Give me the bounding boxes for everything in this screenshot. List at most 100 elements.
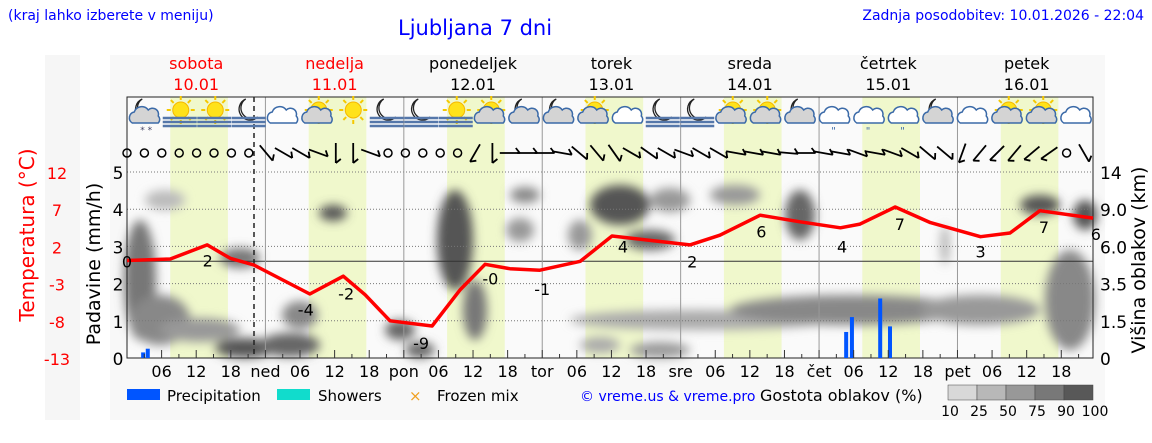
barb-staff — [972, 144, 987, 162]
cloud-height-tick: 14 — [1100, 164, 1122, 184]
sun-cloud-icon — [1025, 96, 1058, 124]
barb-feather — [1088, 155, 1093, 162]
barb-feather — [271, 154, 275, 161]
colorbar-tick: 75 — [1028, 404, 1046, 420]
sun-ray — [342, 116, 347, 121]
cloud-shape — [784, 106, 816, 124]
copyright-link[interactable]: © vreme.us & vreme.pro — [580, 389, 755, 405]
barb-feather — [725, 151, 729, 159]
wind-barb-icon — [865, 148, 886, 156]
barb-feather — [377, 150, 381, 157]
cloud-shape — [128, 106, 161, 124]
sun-ray — [739, 99, 744, 104]
wind-calm-icon — [435, 148, 445, 158]
temp-label: -2 — [338, 284, 354, 303]
legend-precip-swatch — [127, 389, 160, 400]
wind-barb-icon — [334, 143, 342, 164]
precip-bar — [844, 331, 849, 358]
sun-ray — [204, 99, 209, 104]
temp-label: -9 — [413, 334, 429, 353]
colorbar-tick: 50 — [999, 404, 1017, 420]
x-tick-label: 18 — [497, 362, 517, 381]
barb-feather — [602, 154, 606, 161]
precip-tick: 5 — [113, 164, 124, 184]
moon-fog-icon — [231, 98, 266, 128]
sun-cloud-icon — [473, 96, 506, 124]
precip-tick: 1 — [113, 313, 124, 333]
barb-staff — [360, 148, 381, 158]
cloud-shape — [611, 106, 644, 124]
sun-cloud-icon — [577, 96, 609, 124]
barb-feather — [469, 159, 477, 163]
sun-cloud-icon — [301, 96, 333, 124]
moon-fog-icon — [369, 98, 404, 128]
temp-axis-title: Temperatura (°C) — [15, 148, 39, 322]
barb-staff — [469, 143, 481, 163]
last-updated: Zadnja posodobitev: 10.01.2026 - 22:04 — [862, 8, 1144, 24]
moon-fog-icon — [404, 98, 439, 128]
precip-tick: 2 — [113, 276, 124, 296]
barb-staff — [725, 150, 747, 156]
sun-ray — [308, 99, 313, 104]
temp-tick: 7 — [52, 201, 62, 220]
barb-feather — [352, 158, 359, 164]
sun-shape — [172, 101, 190, 119]
cloud-height-axis-title: Višina oblakov (km) — [1128, 167, 1150, 354]
x-tick-label: 18 — [359, 362, 379, 381]
colorbar-tick: 90 — [1057, 404, 1075, 420]
cloud-shape — [715, 106, 747, 124]
barb-staff — [778, 151, 799, 155]
sun-ray — [1049, 99, 1054, 104]
wind-calm-icon — [226, 148, 237, 158]
wind-barb-icon — [607, 144, 623, 162]
snowflake: * * — [140, 126, 152, 136]
temp-label: 2 — [203, 252, 213, 271]
cloud-shape — [749, 106, 782, 124]
temp-tick: -13 — [44, 350, 70, 369]
barb-feather — [881, 148, 886, 156]
barb-staff — [989, 145, 1005, 161]
sun-ray — [584, 99, 589, 104]
barb-staff — [274, 147, 293, 159]
sun-ray — [497, 99, 502, 104]
sun-ray — [325, 99, 330, 104]
barb-staff — [308, 148, 329, 158]
barb-staff — [900, 147, 920, 159]
x-tick-label: 06 — [843, 362, 863, 381]
x-tick-label: pon — [389, 362, 419, 381]
barb-staff — [571, 145, 588, 161]
temp-label: 3 — [975, 243, 985, 262]
drizzle-drops: " — [866, 126, 871, 137]
precip-tick: 3 — [113, 238, 124, 258]
cloudy-icon — [956, 106, 989, 124]
cloud-shape — [1025, 106, 1058, 124]
legend-showers-label: Showers — [318, 387, 382, 405]
barb-staff — [830, 150, 851, 156]
wind-barb-icon — [622, 147, 642, 159]
x-tick-label: 12 — [463, 362, 483, 381]
legend-precip-label: Precipitation — [167, 387, 261, 405]
moon-cloud-icon — [922, 98, 954, 124]
wind-barb-icon — [1007, 144, 1022, 162]
moon-fog-icon — [645, 98, 680, 128]
barb-feather — [638, 151, 642, 159]
sun-ray — [359, 99, 364, 104]
day-name: sreda — [728, 54, 772, 73]
sun-ray — [187, 99, 192, 104]
x-tick-label: čet — [807, 362, 832, 381]
barb-feather — [951, 153, 954, 160]
barb-staff — [848, 148, 868, 158]
barb-staff — [882, 148, 903, 158]
wind-calm-icon — [452, 148, 463, 158]
precip-bar — [145, 348, 150, 358]
moon-cloud-icon — [542, 98, 575, 124]
x-tick-label: 06 — [151, 362, 171, 381]
barb-feather — [307, 151, 311, 159]
barb-staff — [865, 150, 886, 156]
barb-staff — [622, 147, 641, 159]
moon-cloud-snow-icon: * * — [128, 98, 161, 136]
temp-label: 2 — [687, 252, 697, 271]
precip-axis-title: Padavine (mm/h) — [83, 183, 105, 346]
precip-bar — [141, 352, 146, 358]
